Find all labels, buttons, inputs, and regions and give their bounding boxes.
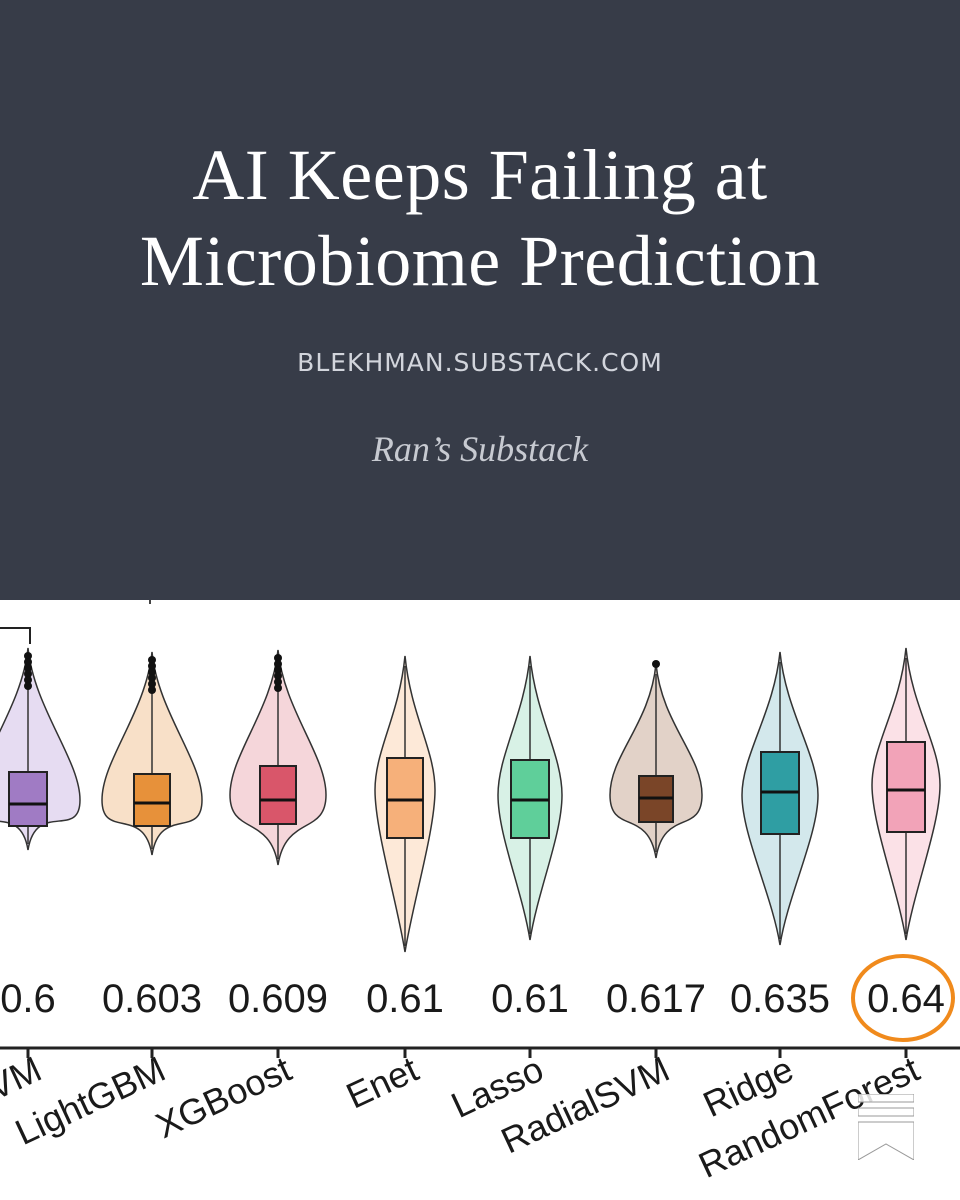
outlier-point [24,652,32,660]
post-title-line-2: Microbiome Prediction [139,221,821,301]
box-XGBoost [259,765,297,825]
outlier-point [652,660,660,668]
outlier-point [148,656,156,664]
model-comparison-figure: 0.6 0.603 0.609 0.61 0.61 0.617 0.635 0.64 VM Lig… [0,600,960,1200]
outlier-point [148,662,156,670]
outlier-point [274,666,282,674]
outlier-point [148,680,156,688]
outlier-point [148,686,156,694]
outlier-point [274,654,282,662]
outlier-point [24,670,32,678]
publication-name: Ran’s Substack [371,429,589,469]
highlight-circle [851,954,955,1042]
outlier-point [24,664,32,672]
model-label-Enet: Enet [340,1048,424,1116]
model-label-VM: VM [0,1048,47,1108]
substack-bookmark-icon[interactable] [857,1093,915,1161]
outlier-point [274,678,282,686]
violin-plot-svg: 0.6 0.603 0.609 0.61 0.61 0.617 0.635 0.64VMLig… [0,600,960,1186]
score-label-Enet: 0.61 [366,977,444,1021]
outlier-point [24,682,32,690]
outlier-point [24,676,32,684]
box-LightGBM [133,773,171,827]
post-title-line-1: AI Keeps Failing at [192,135,768,215]
outlier-point [148,674,156,682]
score-label-LightGBM: 0.603 [102,977,202,1021]
model-label-XGBoost: XGBoost [149,1048,297,1146]
post-title: AI Keeps Failing at Microbiome Predictio… [0,132,960,304]
box-Enet [386,757,424,839]
post-header: AI Keeps Failing at Microbiome Predictio… [0,0,960,600]
box-RandomForest [886,741,926,833]
outlier-point [274,672,282,680]
box-VM [8,771,48,827]
significance-bracket [0,627,31,644]
outlier-point [24,658,32,666]
score-label-XGBoost: 0.609 [228,977,328,1021]
publication-domain: BLEKHMAN.SUBSTACK.COM [297,348,663,377]
outlier-point [274,660,282,668]
score-label-VM: 0.6 [0,977,56,1021]
score-label-RandomForest: 0.64 [867,977,945,1021]
score-label-Lasso: 0.61 [491,977,569,1021]
score-label-Ridge: 0.635 [730,977,830,1021]
outlier-point [148,668,156,676]
outlier-point [274,684,282,692]
score-label-RadialSVM: 0.617 [606,977,706,1021]
